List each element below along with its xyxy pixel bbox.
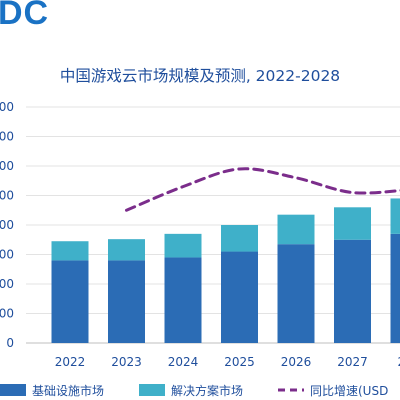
bar-solutions: [164, 233, 202, 258]
y-tick-label: 00: [0, 159, 14, 173]
bar-infrastructure: [108, 260, 145, 343]
x-tick-label: 2025: [224, 355, 255, 369]
x-tick-label: 2022: [55, 355, 86, 369]
x-tick-label: 202: [398, 355, 400, 369]
idc-logo: DC: [0, 0, 50, 32]
bar-infrastructure: [277, 244, 315, 343]
y-tick-label: 00: [0, 189, 14, 203]
x-tick-label: 2024: [168, 355, 199, 369]
bar-solutions: [277, 214, 315, 245]
x-tick-label: 2027: [337, 355, 368, 369]
y-tick-label: 00: [0, 130, 14, 144]
bar-infrastructure: [390, 233, 400, 343]
y-tick-label: 0: [6, 336, 14, 350]
bar-infrastructure: [221, 251, 258, 343]
bar-solutions: [334, 207, 371, 240]
legend-swatch-solutions: [139, 384, 165, 396]
chart-title: 中国游戏云市场规模及预测, 2022-2028: [59, 67, 341, 85]
legend-label-infrastructure: 基础设施市场: [32, 383, 104, 398]
bar-solutions: [108, 239, 145, 261]
bar-infrastructure: [51, 260, 89, 343]
bar-solutions: [390, 198, 400, 234]
legend-label-growth: 同比增速(USD: [310, 384, 388, 398]
growth-rate-line: [125, 167, 400, 212]
y-tick-label: 00: [0, 307, 14, 321]
legend-label-solutions: 解决方案市场: [171, 383, 243, 398]
bar-infrastructure: [334, 239, 371, 343]
x-tick-label: 2023: [111, 355, 142, 369]
y-tick-label: 00: [0, 218, 14, 232]
x-tick-label: 2026: [281, 355, 312, 369]
bar-solutions: [221, 225, 258, 252]
bar-infrastructure: [164, 257, 202, 343]
bar-solutions: [51, 241, 89, 261]
legend-swatch-infrastructure: [0, 384, 26, 396]
y-tick-label: 00: [0, 248, 14, 262]
y-tick-label: 00: [0, 100, 14, 114]
y-tick-label: 00: [0, 277, 14, 291]
